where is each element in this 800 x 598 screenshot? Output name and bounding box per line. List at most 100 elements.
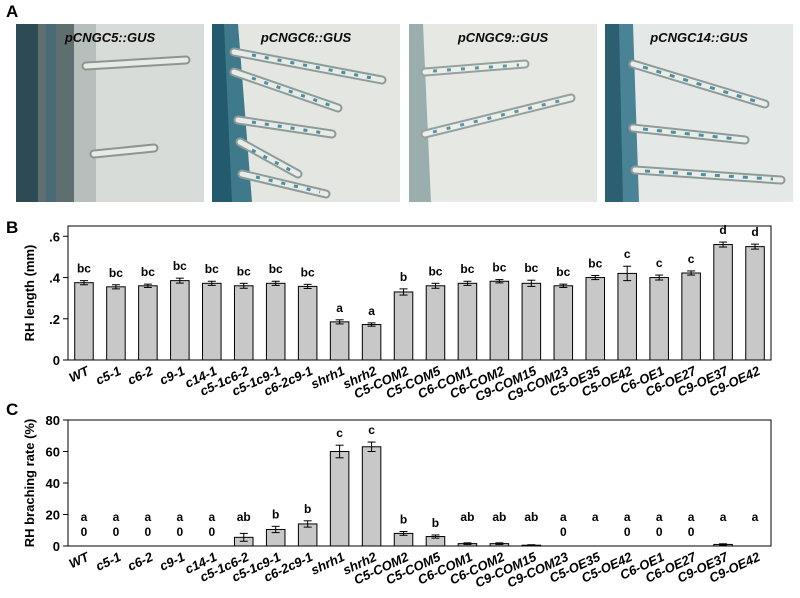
rh-length-sig-letter: d: [751, 225, 758, 239]
rh-branching-ytick-label: 0: [53, 539, 60, 554]
rh-length-sig-letter: bc: [173, 259, 187, 273]
rh-branching-xtick-label-c5-1: c5-1: [93, 549, 123, 574]
rh-length-bar-shrh2: [361, 324, 382, 361]
rh-length-sig-letter: bc: [460, 262, 474, 276]
rh-branching-sig-letter: c: [336, 426, 343, 440]
rh-length-bar-c9-com23: [553, 285, 574, 361]
rh-length-xtick-label-c5-1: c5-1: [93, 363, 123, 388]
rh-length-sig-letter: bc: [269, 262, 283, 276]
rh-length-bar-c5-oe35: [585, 277, 606, 361]
rh-length-sig-letter: bc: [109, 266, 123, 280]
rh-length-bar-shrh1: [329, 321, 350, 361]
rh-length-bar-c6-2: [138, 285, 158, 361]
rh-length-sig-letter: bc: [237, 264, 251, 278]
rh-branching-xtick-label-c9-1: c9-1: [157, 549, 187, 574]
rh-length-bar-c5-1c6-2: [233, 285, 254, 361]
rh-length-bar-c5-oe42: [617, 272, 637, 361]
rh-branching-ytick-label: 60: [46, 445, 60, 460]
chart-rh-branching: RH braching rate (%) 020406080a0WTa0c5-1…: [22, 413, 772, 591]
micrograph-cngc5-image: [16, 24, 204, 202]
micrograph-cngc9: pCNGC9::GUS: [409, 24, 597, 202]
rh-length-xtick-label-c6-2: c6-2: [125, 363, 156, 388]
rh-branching-zero-label: 0: [560, 525, 567, 539]
rh-length-sig-letter: a: [368, 304, 375, 318]
rh-length-bar-c6-oe1: [649, 277, 669, 361]
micrograph-cngc14: pCNGC14::GUS: [605, 24, 793, 202]
rh-branching-ytick-label: 80: [46, 413, 60, 428]
rh-branching-zero-label: 0: [81, 525, 88, 539]
chart-rh-length-ylabel: RH length (mm): [22, 245, 37, 342]
micrograph-cngc9-image: [409, 24, 597, 202]
rh-length-bar-c9-oe42: [745, 246, 765, 361]
rh-branching-sig-letter: b: [272, 507, 279, 521]
rh-branching-zero-label: 0: [688, 525, 695, 539]
rh-branching-zero-label: 0: [113, 525, 120, 539]
rh-branching-ytick-label: 40: [46, 476, 60, 491]
rh-branching-zero-label: 0: [656, 525, 663, 539]
rh-branching-sig-letter: a: [560, 510, 567, 524]
rh-length-bar-c6-com1: [457, 282, 478, 361]
rh-branching-sig-letter: b: [304, 502, 311, 516]
rh-length-sig-letter: bc: [141, 265, 155, 279]
chart-rh-length: RH length (mm) 0.2.4.6bcWTbcc5-1bcc6-2bc…: [22, 223, 772, 400]
rh-branching-sig-letter: a: [81, 510, 88, 524]
rh-branching-sig-letter: c: [368, 423, 375, 437]
micrograph-cngc6-label: pCNGC6::GUS: [260, 30, 352, 45]
rh-branching-sig-letter: a: [113, 510, 120, 524]
rh-branching-zero-label: 0: [624, 525, 631, 539]
rh-length-bar-c6-oe27: [681, 272, 701, 361]
rh-length-bar-c9-1: [170, 280, 190, 361]
rh-length-sig-letter: bc: [556, 265, 570, 279]
micrograph-cngc14-image: [605, 24, 793, 202]
panel-letter-c: C: [6, 400, 19, 419]
rh-length-sig-letter: bc: [524, 261, 538, 275]
rh-branching-sig-letter: ab: [237, 510, 251, 524]
rh-length-sig-letter: bc: [205, 262, 219, 276]
rh-length-bar-c6-com2: [489, 280, 510, 361]
rh-branching-ytick-label: 20: [46, 508, 60, 523]
micrograph-cngc5-label: pCNGC5::GUS: [64, 30, 156, 45]
micrograph-cngc6: pCNGC6::GUS: [212, 24, 400, 202]
rh-branching-sig-letter: b: [432, 516, 439, 530]
rh-branching-bar-shrh1: [329, 451, 350, 547]
rh-length-sig-letter: bc: [492, 261, 506, 275]
rh-branching-sig-letter: a: [624, 510, 631, 524]
rh-length-bar-c5-com5: [425, 285, 446, 361]
rh-branching-zero-label: 0: [208, 525, 215, 539]
rh-branching-sig-letter: a: [145, 510, 152, 524]
rh-length-sig-letter: c: [656, 256, 663, 270]
rh-length-sig-letter: c: [688, 252, 695, 266]
rh-length-bar-c9-com15: [521, 282, 542, 361]
rh-branching-sig-letter: a: [656, 510, 663, 524]
rh-branching-sig-letter: a: [688, 510, 695, 524]
rh-length-sig-letter: bc: [588, 256, 602, 270]
rh-length-xtick-label-c9-1: c9-1: [157, 363, 187, 388]
rh-length-ytick-label: .6: [49, 229, 60, 244]
chart-rh-branching-frame: [67, 419, 772, 547]
rh-length-bar-c9-oe37: [713, 244, 733, 361]
rh-length-ytick-label: .4: [49, 271, 61, 286]
rh-branching-xtick-label-c6-2: c6-2: [125, 549, 156, 574]
rh-length-bar-c6-2c9-1: [297, 285, 318, 361]
rh-branching-zero-label: 0: [145, 525, 152, 539]
rh-length-ytick-label: .2: [49, 312, 60, 327]
rh-branching-sig-letter: a: [752, 510, 759, 524]
rh-length-sig-letter: b: [400, 270, 407, 284]
rh-branching-sig-letter: b: [400, 513, 407, 527]
panel-letter-b: B: [6, 218, 19, 237]
rh-branching-sig-letter: a: [720, 510, 727, 524]
rh-length-bar-c5-1c9-1: [265, 282, 286, 361]
rh-length-sig-letter: bc: [77, 262, 91, 276]
rh-branching-sig-letter: ab: [524, 510, 538, 524]
rh-branching-bar-shrh2: [361, 446, 382, 547]
panel-letter-a: A: [6, 2, 19, 21]
rh-length-ytick-label: 0: [53, 353, 60, 368]
rh-length-bar-c5-com2: [393, 291, 414, 361]
rh-length-bar-wt: [74, 282, 94, 361]
micrograph-cngc5: pCNGC5::GUS: [16, 24, 204, 202]
rh-branching-zero-label: 0: [176, 525, 183, 539]
chart-rh-branching-ylabel: RH braching rate (%): [22, 419, 37, 548]
micrograph-cngc9-label: pCNGC9::GUS: [457, 30, 549, 45]
rh-length-sig-letter: d: [719, 223, 726, 237]
rh-length-bar-c5-1: [106, 286, 126, 361]
